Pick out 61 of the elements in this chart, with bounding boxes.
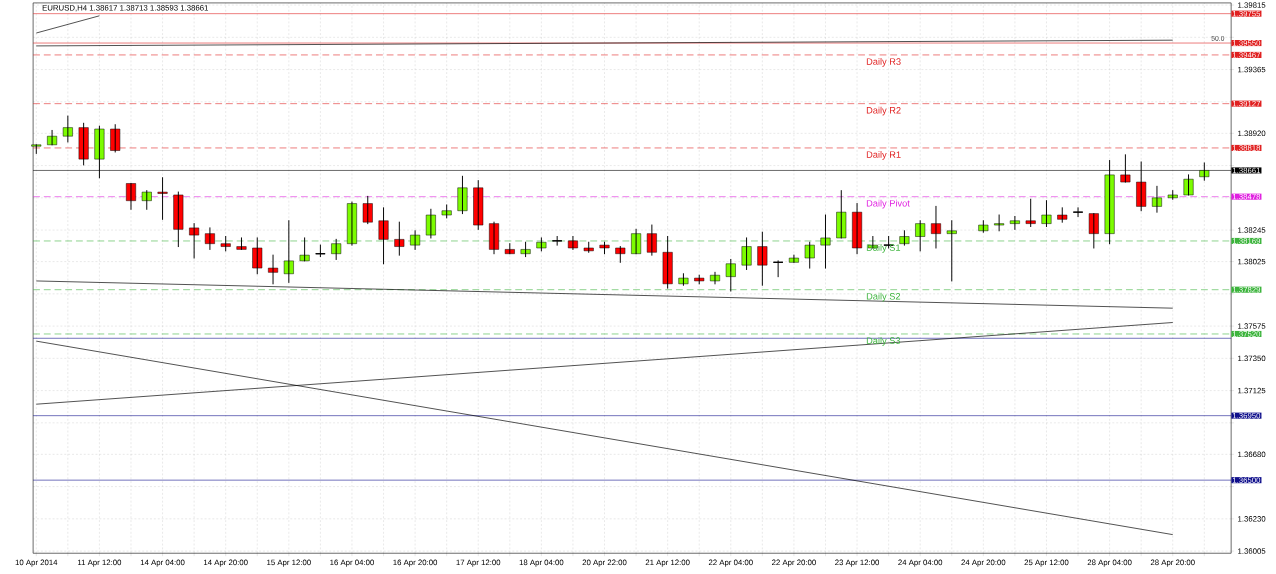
candlestick	[362, 196, 373, 225]
candlestick	[252, 237, 263, 275]
candlestick	[236, 237, 247, 251]
candlestick	[694, 274, 705, 285]
candlestick	[110, 124, 121, 153]
candlestick	[299, 237, 310, 262]
candlestick	[583, 241, 594, 253]
candlestick	[268, 254, 279, 285]
candlestick	[315, 244, 326, 258]
candlestick	[804, 241, 815, 269]
candlestick	[504, 243, 515, 255]
candlestick	[772, 260, 784, 278]
candlestick	[1057, 207, 1068, 223]
annotation: Daily R2	[866, 106, 901, 116]
candlestick	[978, 220, 989, 233]
candlestick	[1025, 198, 1036, 228]
candlestick	[1041, 200, 1052, 228]
candlestick	[410, 230, 421, 251]
annotation: Daily R3	[866, 58, 901, 67]
candlestick	[78, 122, 89, 166]
candlestick	[220, 236, 231, 252]
candlestick	[189, 223, 200, 259]
candlestick	[946, 220, 957, 282]
candlestick	[599, 241, 610, 255]
annotation: Daily R1	[866, 151, 901, 160]
candlestick	[1183, 174, 1194, 196]
annotation: Daily Pivot	[866, 199, 910, 209]
candlestick	[820, 214, 831, 269]
candlestick	[473, 180, 484, 230]
candlestick	[741, 237, 752, 271]
candlestick	[788, 254, 799, 263]
candlestick	[567, 236, 578, 251]
candlestick	[536, 237, 547, 252]
candlestick	[1009, 216, 1020, 230]
candlestick	[62, 115, 73, 143]
annotation: Daily S1	[866, 244, 901, 253]
candlestick	[141, 190, 152, 210]
candlestick	[757, 231, 768, 286]
candlestick	[457, 175, 468, 215]
candlestick	[662, 236, 673, 289]
candlestick	[615, 246, 626, 263]
candlestick	[1167, 190, 1178, 200]
candlestick	[157, 177, 168, 220]
candlestick	[994, 214, 1005, 232]
candlestick	[725, 259, 736, 292]
annotation: Daily S2	[866, 292, 901, 302]
candlestick	[1088, 213, 1099, 249]
candlestick	[646, 224, 657, 256]
candlestick	[836, 190, 847, 239]
candlestick	[899, 230, 910, 246]
candlestick	[331, 239, 342, 261]
candlestick	[551, 236, 563, 246]
candlestick	[394, 221, 405, 256]
candlestick	[283, 220, 294, 284]
candlestick	[678, 273, 689, 286]
candlestick	[915, 220, 926, 252]
candlestick	[173, 191, 184, 248]
candlestick	[378, 207, 389, 265]
candlestick	[710, 272, 720, 285]
candlestick	[520, 241, 531, 258]
candlestick	[441, 204, 452, 219]
